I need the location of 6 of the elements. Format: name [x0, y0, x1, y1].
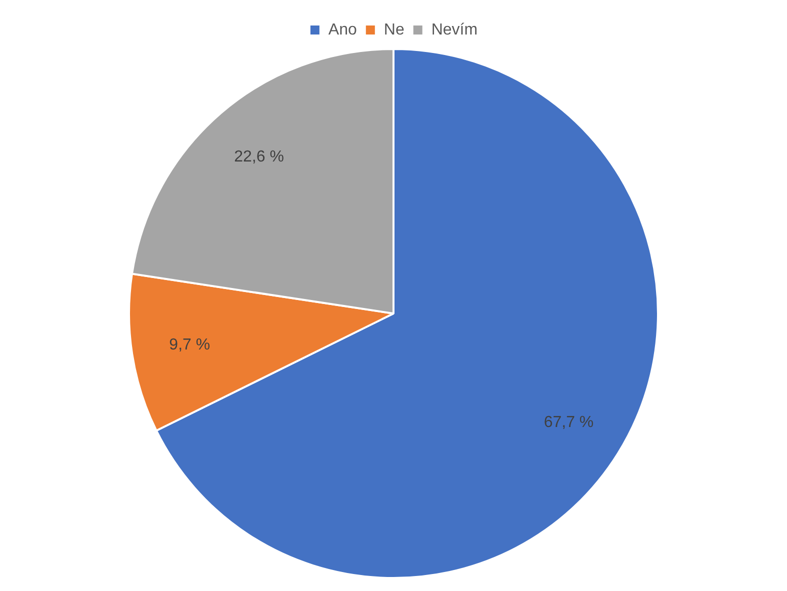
legend-label: Nevím	[431, 21, 478, 38]
data-label: 22,6 %	[234, 148, 284, 166]
legend-label: Ne	[384, 21, 404, 38]
legend-label: Ano	[328, 21, 357, 38]
data-label: 67,7 %	[544, 414, 594, 431]
data-label: 9,7 %	[169, 336, 210, 354]
